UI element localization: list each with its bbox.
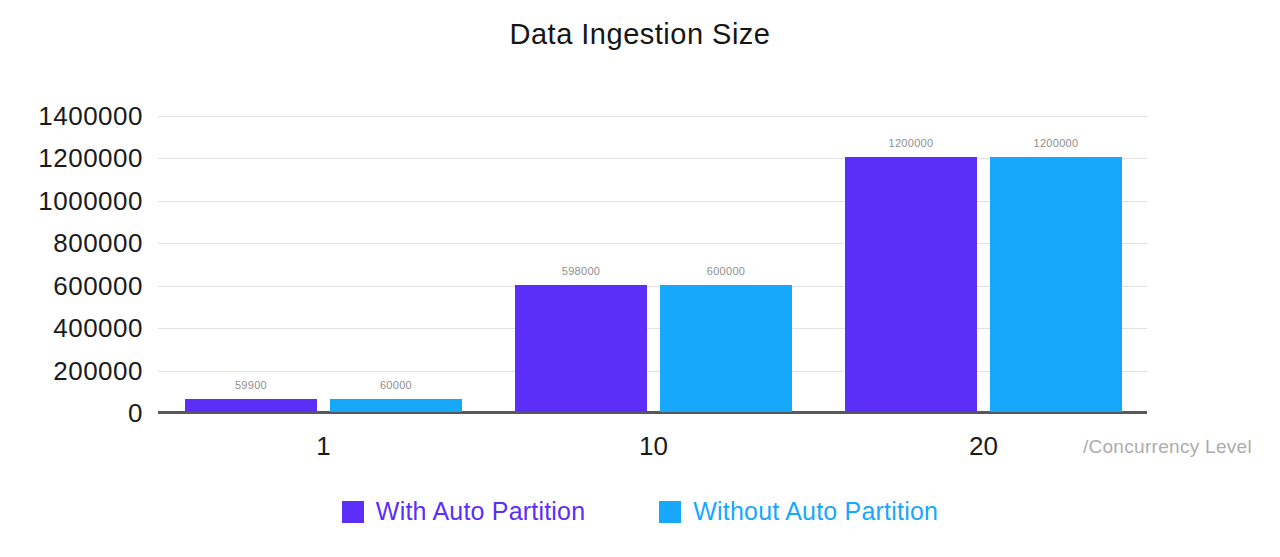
legend-label: With Auto Partition bbox=[376, 497, 585, 526]
legend-item-without-auto-partition[interactable]: Without Auto Partition bbox=[659, 497, 938, 526]
bar-value-label: 600000 bbox=[660, 265, 792, 277]
x-axis-unit-label: /Concurrency Level bbox=[1083, 429, 1252, 465]
chart-title: Data Ingestion Size bbox=[0, 18, 1280, 51]
legend-swatch-icon bbox=[342, 501, 364, 523]
y-axis-label: 1000000 bbox=[0, 185, 143, 216]
y-axis-label: 400000 bbox=[0, 313, 143, 344]
y-axis-label: 1200000 bbox=[0, 143, 143, 174]
legend-item-with-auto-partition[interactable]: With Auto Partition bbox=[342, 497, 585, 526]
x-axis-label-10: 10 bbox=[639, 429, 668, 463]
y-axis-label: 800000 bbox=[0, 228, 143, 259]
bar-value-label: 59900 bbox=[185, 379, 317, 391]
x-axis: /Concurrency Level 1 10 20 bbox=[0, 429, 1280, 463]
y-axis-label: 600000 bbox=[0, 270, 143, 301]
legend-swatch-icon bbox=[659, 501, 681, 523]
bar-without-auto-partition-1[interactable] bbox=[330, 399, 462, 412]
legend: With Auto Partition Without Auto Partitio… bbox=[0, 497, 1280, 526]
y-axis: 0200000400000600000800000100000012000001… bbox=[0, 116, 143, 413]
gridline bbox=[158, 116, 1147, 117]
bar-with-auto-partition-1[interactable] bbox=[185, 399, 317, 412]
bar-without-auto-partition-20[interactable] bbox=[990, 157, 1122, 412]
y-axis-label: 1400000 bbox=[0, 101, 143, 132]
bar-value-label: 1200000 bbox=[990, 137, 1122, 149]
y-axis-label: 200000 bbox=[0, 355, 143, 386]
x-axis-label-1: 1 bbox=[316, 429, 330, 463]
chart-container: Data Ingestion Size 0 200000 400000 600000 8… bbox=[0, 0, 1280, 557]
bar-value-label: 598000 bbox=[515, 265, 647, 277]
bar-with-auto-partition-10[interactable] bbox=[515, 285, 647, 412]
bar-with-auto-partition-20[interactable] bbox=[845, 157, 977, 412]
plot-area: 59900 60000 598000 600000 1200000 1200000 bbox=[158, 116, 1147, 413]
legend-label: Without Auto Partition bbox=[693, 497, 938, 526]
x-axis-label-20: 20 bbox=[969, 429, 998, 463]
bar-value-label: 1200000 bbox=[845, 137, 977, 149]
bar-without-auto-partition-10[interactable] bbox=[660, 285, 792, 412]
bar-value-label: 60000 bbox=[330, 379, 462, 391]
y-axis-label: 0 bbox=[0, 398, 143, 429]
